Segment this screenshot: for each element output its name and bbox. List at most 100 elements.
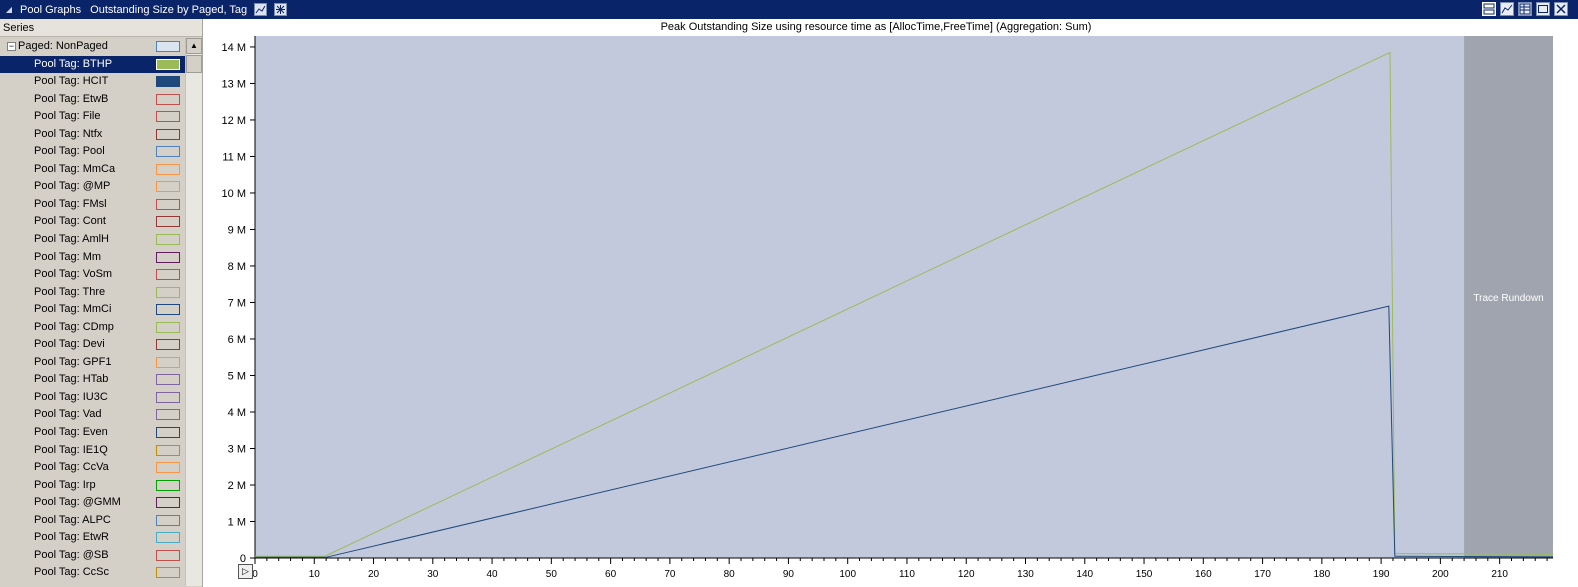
x-tick-label: 30 xyxy=(427,569,439,580)
y-tick-label: 9 M xyxy=(228,224,246,236)
series-row[interactable]: Pool Tag: MmCi xyxy=(0,301,185,319)
series-color-swatch[interactable] xyxy=(156,391,180,403)
settings-icon[interactable] xyxy=(273,3,287,17)
series-header[interactable]: Series xyxy=(0,19,202,37)
scroll-up-arrow-icon[interactable]: ▲ xyxy=(186,38,202,54)
series-color-swatch[interactable] xyxy=(156,234,180,246)
series-row[interactable]: Pool Tag: CcSc xyxy=(0,564,185,582)
y-tick-label: 0 xyxy=(240,553,246,565)
series-color-swatch[interactable] xyxy=(156,462,180,474)
series-row[interactable]: Pool Tag: EtwR xyxy=(0,529,185,547)
chart-title: Peak Outstanding Size using resource tim… xyxy=(660,21,1092,33)
series-row[interactable]: Pool Tag: Vad xyxy=(0,406,185,424)
series-color-swatch[interactable] xyxy=(156,251,180,263)
series-color-swatch[interactable] xyxy=(156,128,180,140)
series-label: Pool Tag: EtwR xyxy=(34,531,110,544)
x-tick-label: 200 xyxy=(1432,569,1449,580)
series-color-swatch[interactable] xyxy=(156,198,180,210)
series-color-swatch[interactable] xyxy=(156,532,180,544)
series-row[interactable]: Pool Tag: HTab xyxy=(0,371,185,389)
series-row[interactable]: Pool Tag: GPF1 xyxy=(0,354,185,372)
close-icon[interactable] xyxy=(1554,2,1568,16)
series-color-swatch[interactable] xyxy=(156,304,180,316)
expand-table-icon[interactable]: ▷ xyxy=(238,564,253,579)
series-line-hcit[interactable] xyxy=(255,305,1554,558)
series-color-swatch[interactable] xyxy=(156,321,180,333)
series-panel: Series − Paged: NonPaged Pool Tag: BTHP Poo… xyxy=(0,19,203,587)
x-tick-label: 150 xyxy=(1136,569,1153,580)
series-color-swatch[interactable] xyxy=(156,427,180,439)
series-row[interactable]: Pool Tag: @GMM xyxy=(0,494,185,512)
series-label: Pool Tag: AmlH xyxy=(34,233,110,246)
series-row[interactable]: Pool Tag: Mm xyxy=(0,249,185,267)
scroll-thumb[interactable] xyxy=(186,55,202,73)
series-color-swatch[interactable] xyxy=(156,497,180,509)
series-row[interactable]: Pool Tag: HCIT xyxy=(0,73,185,91)
series-color-swatch[interactable] xyxy=(156,146,180,158)
series-label: Pool Tag: Ntfx xyxy=(34,127,103,140)
series-row[interactable]: Pool Tag: AmlH xyxy=(0,231,185,249)
series-color-swatch[interactable] xyxy=(156,111,180,123)
series-row[interactable]: Pool Tag: @MP xyxy=(0,178,185,196)
graph-subtitle[interactable]: Outstanding Size by Paged, Tag xyxy=(90,3,248,16)
series-row[interactable]: Pool Tag: BTHP xyxy=(0,55,185,74)
series-row[interactable]: Pool Tag: Cont xyxy=(0,213,185,231)
series-row[interactable]: Pool Tag: IU3C xyxy=(0,389,185,407)
series-row[interactable]: Pool Tag: MmCa xyxy=(0,161,185,179)
series-row[interactable]: Pool Tag: CDmp xyxy=(0,319,185,337)
series-color-swatch[interactable] xyxy=(156,216,180,228)
series-row[interactable]: Pool Tag: Ntfx xyxy=(0,126,185,144)
series-options-icon[interactable] xyxy=(253,3,267,17)
series-color-swatch[interactable] xyxy=(156,339,180,351)
series-label: Pool Tag: MmCa xyxy=(34,162,116,175)
series-row[interactable]: Pool Tag: FMsl xyxy=(0,196,185,214)
series-row[interactable]: Pool Tag: Even xyxy=(0,424,185,442)
line-chart[interactable]: Trace Rundown 0 1 M 2 M 3 M 4 M 5 M 6 M 7 M 8 M 9 … xyxy=(204,19,1578,587)
series-color-swatch[interactable] xyxy=(156,549,180,561)
series-row[interactable]: Pool Tag: File xyxy=(0,108,185,126)
series-label: Pool Tag: Mm xyxy=(34,250,102,263)
x-tick-label: 70 xyxy=(664,569,676,580)
series-color-swatch[interactable] xyxy=(156,286,180,298)
series-color-swatch[interactable] xyxy=(156,58,180,70)
series-label: Pool Tag: BTHP xyxy=(34,57,113,70)
series-color-swatch[interactable] xyxy=(156,567,180,579)
series-scrollbar[interactable]: ▲ xyxy=(185,38,202,586)
x-tick-label: 170 xyxy=(1254,569,1271,580)
series-color-swatch[interactable] xyxy=(156,444,180,456)
series-row[interactable]: Pool Tag: VoSm xyxy=(0,266,185,284)
maximize-icon[interactable] xyxy=(1536,2,1550,16)
series-row[interactable]: Pool Tag: @SB xyxy=(0,547,185,565)
series-label: Pool Tag: Cont xyxy=(34,215,106,228)
series-color-swatch[interactable] xyxy=(156,269,180,281)
graph-view-icon[interactable] xyxy=(1500,2,1514,16)
series-color-swatch[interactable] xyxy=(156,374,180,386)
series-color-swatch[interactable] xyxy=(156,409,180,421)
series-row[interactable]: Pool Tag: Devi xyxy=(0,336,185,354)
series-row[interactable]: Pool Tag: Pool xyxy=(0,143,185,161)
chart-area: Peak Outstanding Size using resource tim… xyxy=(204,19,1578,587)
series-color-swatch[interactable] xyxy=(156,514,180,526)
series-color-swatch[interactable] xyxy=(156,356,180,368)
series-color-swatch[interactable] xyxy=(156,76,180,88)
series-row[interactable]: Pool Tag: IE1Q xyxy=(0,442,185,460)
series-color-swatch[interactable] xyxy=(156,479,180,491)
series-label: Pool Tag: @SB xyxy=(34,548,109,561)
collapse-triangle-icon[interactable]: ◢ xyxy=(5,5,13,14)
table-view-icon[interactable] xyxy=(1518,2,1532,16)
series-label: Pool Tag: Even xyxy=(34,426,108,439)
series-row[interactable]: Pool Tag: Irp xyxy=(0,477,185,495)
series-group-row[interactable]: − Paged: NonPaged xyxy=(0,38,185,56)
series-color-swatch[interactable] xyxy=(156,181,180,193)
y-tick-label: 1 M xyxy=(228,516,246,528)
graph-and-table-view-icon[interactable] xyxy=(1482,2,1496,16)
series-row[interactable]: Pool Tag: ALPC xyxy=(0,512,185,530)
series-row[interactable]: Pool Tag: EtwB xyxy=(0,91,185,109)
series-color-swatch[interactable] xyxy=(156,41,180,52)
series-row[interactable]: Pool Tag: CcVa xyxy=(0,459,185,477)
series-row[interactable]: Pool Tag: Thre xyxy=(0,284,185,302)
collapse-icon[interactable]: − xyxy=(7,41,16,51)
series-color-swatch[interactable] xyxy=(156,93,180,105)
series-color-swatch[interactable] xyxy=(156,163,180,175)
series-line-bthp[interactable] xyxy=(255,51,1554,557)
